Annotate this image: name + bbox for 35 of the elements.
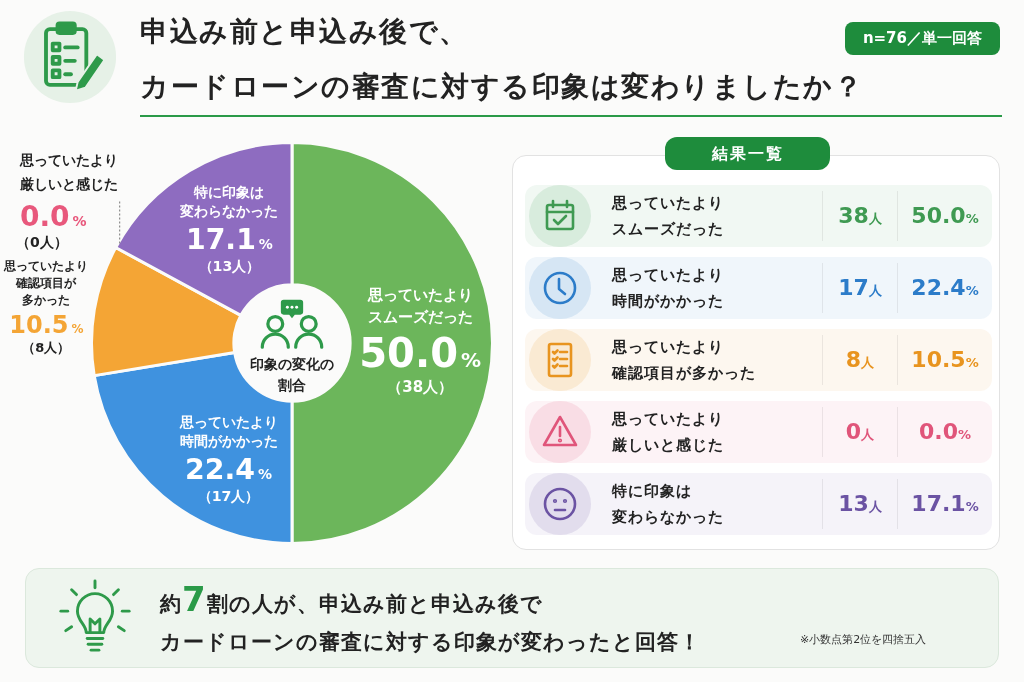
text: 50.0%	[910, 202, 980, 230]
text: 約7割の人が、申込み前と申込み後でカードローンの審査に対する印象が変わったと回答！	[160, 579, 701, 656]
slice-label: 思っていたより確認項目が多かった	[3, 258, 89, 308]
text: 8人	[844, 346, 876, 374]
text: （13人）	[198, 257, 261, 274]
text: 印象の変化の割合	[250, 355, 334, 393]
text: ※小数点第2位を四捨五入	[800, 632, 927, 647]
text: 0.0%	[20, 199, 87, 233]
text: （0人）	[16, 234, 68, 251]
slice-label: 思っていたより時間がかかった	[178, 413, 278, 450]
text: （8人）	[22, 340, 71, 356]
text: 0人	[844, 418, 876, 446]
text: 0.0%	[918, 418, 972, 446]
text: 17.1%	[910, 490, 980, 518]
data-label: 22.4%	[185, 453, 273, 487]
text: （38人）	[387, 377, 454, 396]
text: 38人	[837, 202, 883, 230]
slice-label: 特に印象は変わらなかった	[179, 183, 279, 220]
category-label: 思っていたより厳しいと感じた	[20, 152, 118, 193]
text: 特に印象は変わらなかった	[612, 481, 724, 528]
text: 思っていたより時間がかかった	[612, 265, 724, 312]
text: 思っていたより確認項目が多かった	[612, 337, 756, 384]
text: 10.5%	[910, 346, 980, 374]
data-label: 50.0%	[359, 330, 482, 376]
text: 思っていたよりスムーズだった	[612, 193, 724, 240]
text: n=76／単一回答	[844, 22, 1000, 55]
slice-label: 思っていたよりスムーズだった	[366, 286, 473, 327]
data-label: 10.5%	[9, 310, 84, 339]
text: 22.4%	[910, 274, 980, 302]
data-label: 17.1%	[185, 223, 273, 257]
text: 結果一覧	[665, 137, 830, 170]
text: （17人）	[197, 487, 260, 504]
text: 17人	[837, 274, 883, 302]
text: 思っていたより厳しいと感じた	[612, 409, 724, 456]
text: 13人	[837, 490, 883, 518]
